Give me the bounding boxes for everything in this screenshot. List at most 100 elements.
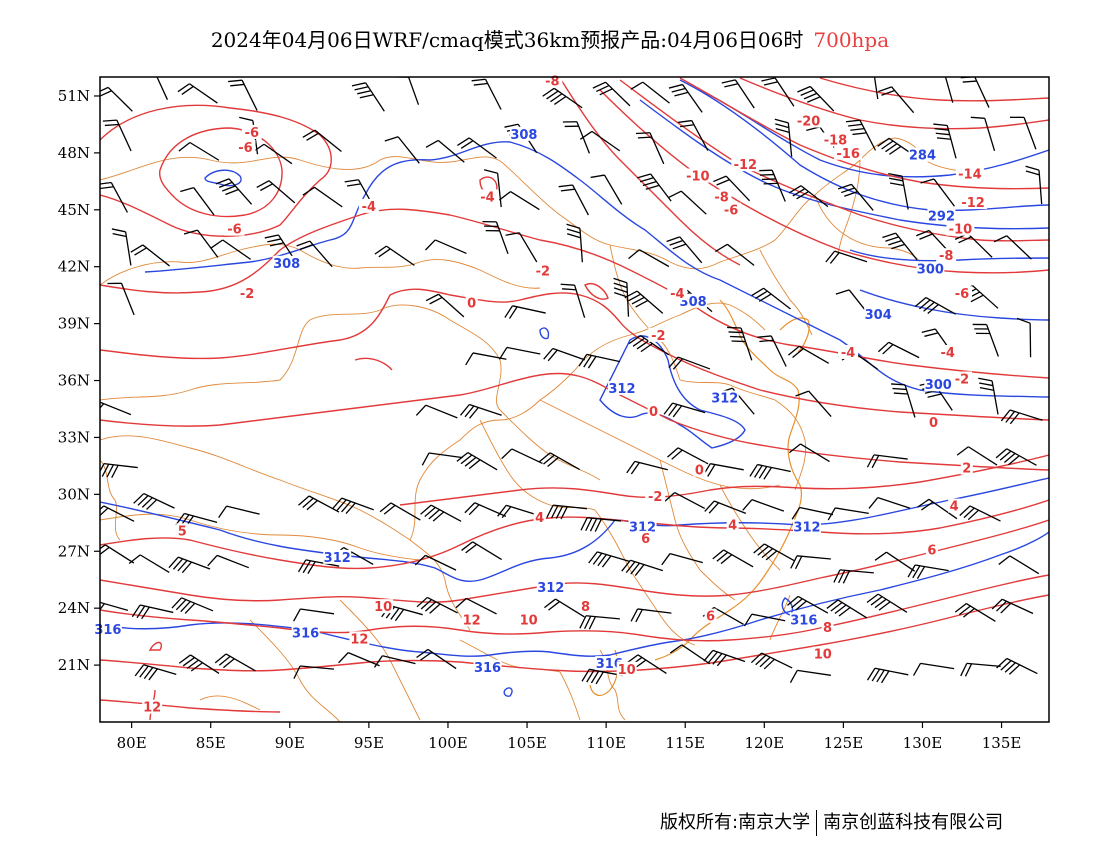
temperature-label: -4 xyxy=(841,346,855,361)
geopotential-label: 308 xyxy=(273,257,300,272)
temperature-label-bg xyxy=(834,145,863,160)
wind-barb xyxy=(749,463,791,480)
wind-barb xyxy=(628,335,670,356)
temperature-label: 2 xyxy=(962,462,971,477)
wind-barb xyxy=(111,228,132,266)
lon-tick-label: 115E xyxy=(665,734,705,752)
temperature-label-bg xyxy=(731,157,760,172)
temperature-label: -6 xyxy=(245,126,259,141)
geopotential-label: 292 xyxy=(928,209,955,224)
temperature-label-bg xyxy=(726,517,739,532)
wind-barb xyxy=(505,232,538,263)
geopotential-label-bg xyxy=(908,147,937,162)
temperature-label-bg xyxy=(794,113,823,128)
wind-barb xyxy=(721,79,755,109)
temperature-label: -2 xyxy=(651,329,665,344)
wind-barb xyxy=(293,608,335,622)
temperature-label-bg xyxy=(821,620,834,635)
geopotential-label: 284 xyxy=(909,149,936,164)
geopotential-label-bg xyxy=(272,255,301,270)
wind-barb xyxy=(920,178,955,207)
wind-barb xyxy=(715,243,755,266)
wind-barb xyxy=(873,77,879,100)
temperature-label-bg xyxy=(960,460,973,475)
temperature-label-bg xyxy=(959,195,988,210)
wind-barb xyxy=(866,454,908,469)
wind-barb xyxy=(825,250,868,264)
geopotential-label-bg xyxy=(536,580,565,595)
wind-barb xyxy=(107,282,135,316)
geopotential-label: 316 xyxy=(474,661,501,676)
wind-barb xyxy=(1000,409,1043,425)
temperature-label: -4 xyxy=(670,287,684,302)
wind-barb xyxy=(751,287,791,310)
wind-barb xyxy=(845,119,877,151)
wind-barb xyxy=(635,132,665,165)
wind-barb xyxy=(128,554,170,574)
wind-barb xyxy=(100,544,135,564)
temperature-label: -10 xyxy=(686,170,710,185)
temperature-label: -4 xyxy=(941,346,955,361)
temperature-label-bg xyxy=(241,124,262,139)
wind-barb xyxy=(215,178,253,205)
longitude-axis: 80E 85E 90E 95E 100E 105E 110E 115E 120E 125E 130E… xyxy=(117,722,1021,752)
temperature-label: -6 xyxy=(227,223,241,238)
temperature-label-bg xyxy=(477,189,498,204)
temperature-label-bg xyxy=(693,462,706,477)
copyright: 版权所有:南京大学 南京创蓝科技有限公司 xyxy=(660,808,1003,836)
temperature-label: 6 xyxy=(641,532,650,547)
wind-barb xyxy=(156,77,169,100)
wind-barb xyxy=(558,184,590,216)
temperature-label: -10 xyxy=(949,223,973,238)
wind-barb xyxy=(457,137,497,159)
wind-barb xyxy=(866,667,909,684)
temperature-label-bg xyxy=(948,498,961,513)
temperature-label: 10 xyxy=(618,663,636,678)
wind-barb xyxy=(504,305,546,319)
wind-barb xyxy=(483,169,502,208)
wind-barb xyxy=(630,608,672,623)
wind-barb xyxy=(544,598,585,618)
wind-barb xyxy=(743,613,786,627)
wind-barb xyxy=(379,502,421,521)
wind-barb xyxy=(1025,165,1043,205)
wind-barb xyxy=(338,652,380,667)
wind-barb xyxy=(613,277,630,317)
geopotential-label: 316 xyxy=(596,657,623,672)
wind-barb xyxy=(1016,317,1032,358)
wind-barb xyxy=(373,655,416,668)
wind-barb xyxy=(944,77,954,103)
wind-barb xyxy=(789,669,831,683)
wind-barb xyxy=(787,595,829,614)
wind-barb xyxy=(891,383,916,418)
temperature-label: -8 xyxy=(545,75,559,90)
wind-barb xyxy=(498,191,540,211)
wind-barb xyxy=(663,402,706,418)
geopotential-label-bg xyxy=(628,519,657,534)
copyright-owner: 版权所有:南京大学 xyxy=(660,812,811,833)
wind-barb xyxy=(100,505,135,522)
wind-barb xyxy=(183,229,219,258)
wind-barb xyxy=(464,502,507,517)
wind-barb xyxy=(542,87,583,109)
wind-barb xyxy=(214,653,256,672)
wind-barb xyxy=(579,615,620,630)
wind-barb xyxy=(882,232,918,261)
lat-tick-label: 48N xyxy=(58,144,90,162)
wind-barb xyxy=(302,186,343,208)
temperature-label: 4 xyxy=(728,519,737,534)
wind-barb xyxy=(351,82,385,112)
lat-tick-label: 39N xyxy=(58,315,90,333)
temperature-label-bg xyxy=(925,542,938,557)
wind-barb xyxy=(827,507,869,521)
wind-barb xyxy=(293,665,335,679)
geopotential-label: 308 xyxy=(510,128,537,143)
wind-barb xyxy=(750,652,793,670)
lat-tick-label: 36N xyxy=(58,372,90,390)
wind-barb xyxy=(993,235,1032,260)
geopotential-label-bg xyxy=(710,390,739,405)
wind-barb xyxy=(907,564,949,579)
temperature-label: -2 xyxy=(955,373,969,388)
wind-barb xyxy=(133,493,175,510)
wind-barb xyxy=(914,296,956,315)
